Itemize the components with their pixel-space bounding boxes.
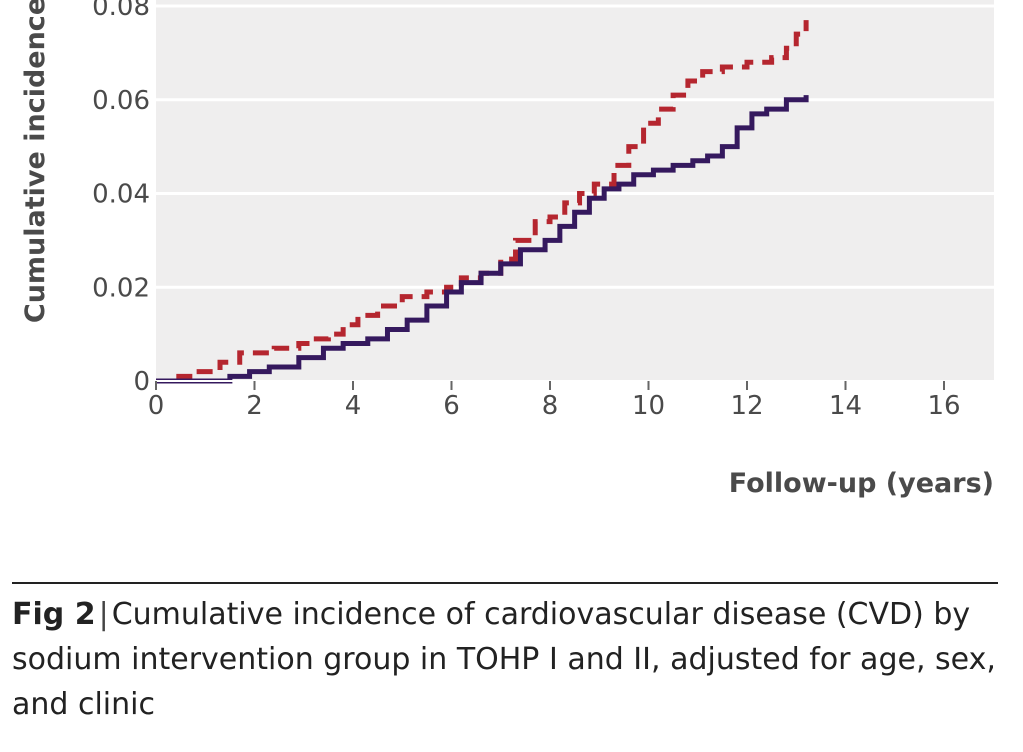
figure-label: Fig 2 <box>12 597 96 632</box>
x-tick-label-6: 12 <box>730 391 763 421</box>
caption-body: Cumulative incidence of cardiovascular d… <box>12 597 996 722</box>
caption-separator: | <box>98 597 109 632</box>
x-tick-label-5: 10 <box>632 391 665 421</box>
x-tick-label-7: 14 <box>829 391 862 421</box>
cumulative-incidence-chart: 0 2 4 6 8 10 12 14 16 0 0.02 0.04 0.06 0.08 Cumulativ… <box>20 0 994 499</box>
y-tick-label-4: 0.08 <box>92 0 150 22</box>
y-tick-label-2: 0.04 <box>92 180 150 210</box>
y-tick-label-0: 0 <box>133 367 150 397</box>
x-axis-title: Follow-up (years) <box>729 468 994 499</box>
series-line-1 <box>156 95 809 384</box>
x-tick-label-3: 6 <box>443 391 460 421</box>
figure-caption: Fig 2 | Cumulative incidence of cardiovasc… <box>12 582 998 727</box>
x-tick-label-1: 2 <box>246 391 263 421</box>
y-axis-title: Cumulative incidence <box>20 0 51 323</box>
x-tick-label-0: 0 <box>148 391 165 421</box>
series-line-0 <box>156 20 809 384</box>
plot-area <box>156 0 994 381</box>
x-tick-label-4: 8 <box>542 391 559 421</box>
y-tick-label-1: 0.02 <box>92 273 150 303</box>
x-tick-label-8: 16 <box>927 391 960 421</box>
x-tick-label-2: 4 <box>345 391 362 421</box>
y-tick-label-3: 0.06 <box>92 86 150 116</box>
caption-text: Fig 2 | Cumulative incidence of cardiovasc… <box>12 592 998 727</box>
